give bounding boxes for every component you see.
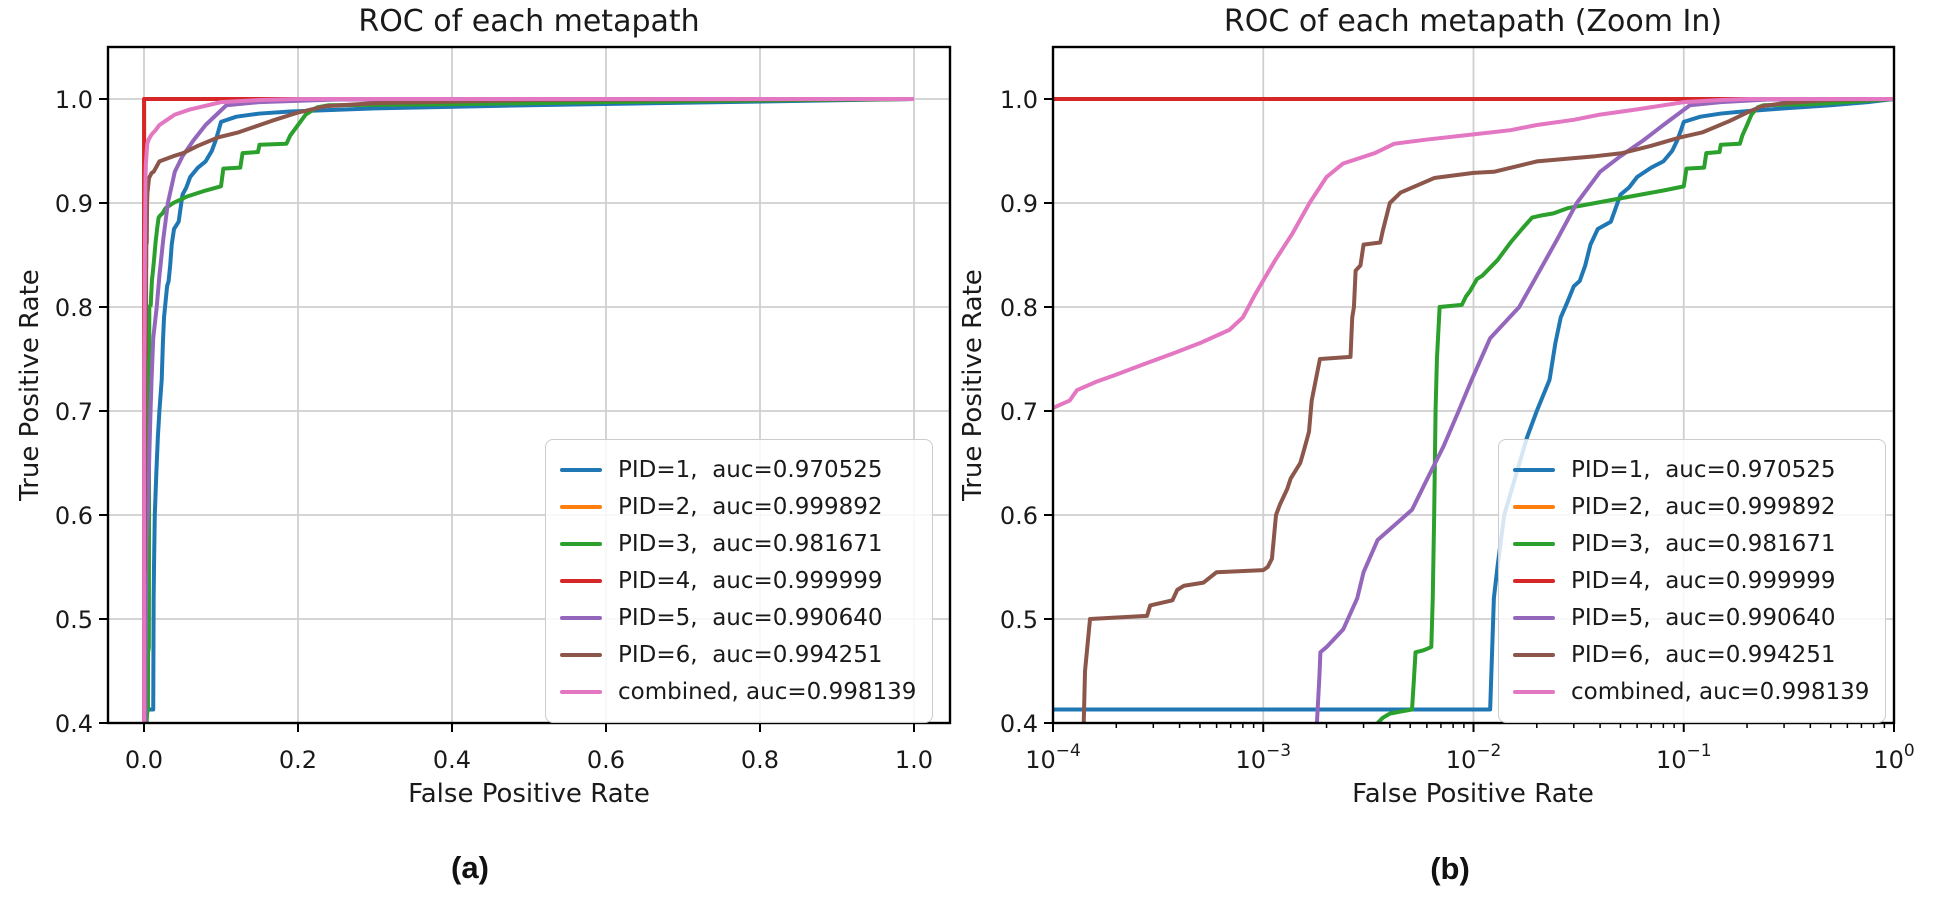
legend-entry: PID=2, auc=0.999892 (560, 489, 918, 526)
tick-marks-and-labels: 0.0 0.2 0.4 0.6 0.8 1.0 1.0 0.9 0.8 0.7 0.6 0.5 0.4 (55, 86, 933, 774)
legend-entry: PID=3, auc=0.981671 (560, 526, 918, 563)
axes-spines (106, 45, 952, 725)
y-axis-label-right: True Positive Rate (958, 269, 988, 501)
legend-entry: PID=5, auc=0.990640 (1513, 599, 1871, 636)
legend-entry: PID=5, auc=0.990640 (560, 599, 918, 636)
legend-line-sample (1513, 579, 1555, 583)
curve-PID=5 (1314, 97, 1894, 723)
curve-combined (142, 97, 914, 723)
y-tick-label: 0.8 (55, 294, 93, 322)
y-tick-label: 0.5 (55, 606, 93, 634)
legend-line-sample (560, 542, 602, 547)
legend-entry: PID=1, auc=0.970525 (560, 452, 918, 489)
legend-label: PID=1, auc=0.970525 (618, 457, 883, 484)
y-tick-label: 0.4 (1000, 710, 1038, 738)
legend-label: PID=5, auc=0.990640 (618, 604, 883, 631)
legend-label: PID=4, auc=0.999999 (1571, 568, 1836, 594)
legend-line-sample (1513, 689, 1555, 694)
legend-line-sample (1513, 468, 1555, 473)
legend-label: PID=3, auc=0.981671 (618, 531, 883, 558)
legend-label: PID=2, auc=0.999892 (1571, 494, 1836, 521)
y-tick-label: 0.6 (55, 502, 93, 530)
x-tick-label: 0.6 (587, 746, 625, 774)
legend-line-sample (560, 579, 602, 583)
legend-label: PID=6, auc=0.994251 (1571, 641, 1836, 668)
legend-entry: combined, auc=0.998139 (1513, 673, 1871, 710)
legend-line-sample (560, 505, 602, 510)
y-tick-label: 0.9 (1000, 190, 1038, 218)
legend-entry: PID=6, auc=0.994251 (560, 636, 918, 673)
legend-label: PID=3, auc=0.981671 (1571, 531, 1836, 558)
legend-label: PID=4, auc=0.999999 (618, 568, 883, 594)
legend-entry: PID=2, auc=0.999892 (1513, 489, 1871, 526)
caption-b: (b) (1430, 851, 1470, 886)
curves (1053, 97, 1894, 723)
legend-line-sample (560, 652, 602, 657)
x-tick-label: 10−2 (1446, 741, 1502, 774)
curve-combined (1053, 97, 1894, 410)
x-axis-label-right: False Positive Rate (1352, 779, 1594, 809)
legend-entry: PID=4, auc=0.999999 (560, 563, 918, 600)
y-tick-label: 0.8 (1000, 294, 1038, 322)
x-tick-label: 0.2 (279, 746, 317, 774)
y-tick-label: 0.5 (1000, 606, 1038, 634)
legend-line-sample (1513, 652, 1555, 657)
legend-label: PID=2, auc=0.999892 (618, 494, 883, 521)
curves (142, 97, 915, 723)
y-tick-label: 0.9 (55, 190, 93, 218)
legend-line-sample (1513, 615, 1555, 620)
x-tick-label: 10−3 (1235, 741, 1291, 774)
legend-line-sample (560, 689, 602, 694)
y-tick-label: 0.6 (1000, 502, 1038, 530)
legend-entry: combined, auc=0.998139 (560, 673, 918, 710)
legend-line-sample (1513, 505, 1555, 510)
chart-title-right: ROC of each metapath (Zoom In) (1223, 4, 1723, 39)
left-chart: 0.0 0.2 0.4 0.6 0.8 1.0 1.0 0.9 0.8 0.7 0.6 0.5 0.4 (55, 45, 952, 774)
legend-line-sample (560, 615, 602, 620)
x-tick-label: 100 (1873, 741, 1914, 774)
legend-label: PID=5, auc=0.990640 (1571, 604, 1836, 631)
legend-label: PID=1, auc=0.970525 (1571, 457, 1836, 484)
y-tick-label: 0.7 (1000, 398, 1038, 426)
y-axis-label-left: True Positive Rate (15, 269, 45, 501)
legend-entry: PID=1, auc=0.970525 (1513, 452, 1871, 489)
x-axis-label-left: False Positive Rate (408, 779, 650, 809)
caption-a: (a) (451, 850, 489, 885)
curve-PID=1 (142, 97, 915, 723)
y-tick-label: 0.4 (55, 710, 93, 738)
chart-title-left: ROC of each metapath (358, 4, 700, 39)
legend-entry: PID=6, auc=0.994251 (1513, 636, 1871, 673)
right-chart: 10−4 10−3 10−2 10−1 100 1.0 0.9 0.8 0.7 0.6 0.5 0.4 (1000, 45, 1915, 774)
curve-PID=3 (144, 97, 915, 723)
x-tick-label: 10−1 (1656, 741, 1712, 774)
legend-left: PID=1, auc=0.970525 PID=2, auc=0.999892 PI… (545, 439, 933, 723)
y-tick-label: 0.7 (55, 398, 93, 426)
legend-line-sample (1513, 542, 1555, 547)
legend-label: combined, auc=0.998139 (1571, 678, 1870, 705)
legend-entry: PID=3, auc=0.981671 (1513, 526, 1871, 563)
y-tick-label: 1.0 (1000, 86, 1038, 114)
x-tick-label: 0.4 (433, 746, 471, 774)
y-tick-label: 1.0 (55, 86, 93, 114)
legend-label: PID=6, auc=0.994251 (618, 641, 883, 668)
x-tick-label: 10−4 (1025, 741, 1081, 774)
legend-label: combined, auc=0.998139 (618, 678, 917, 705)
x-tick-label: 0.0 (125, 746, 163, 774)
legend-line-sample (560, 468, 602, 473)
legend-entry: PID=4, auc=0.999999 (1513, 563, 1871, 600)
x-tick-label: 0.8 (741, 746, 779, 774)
curve-PID=6 (1081, 97, 1894, 723)
legend-right: PID=1, auc=0.970525 PID=2, auc=0.999892 PI… (1498, 439, 1886, 723)
curve-PID=3 (1376, 97, 1894, 723)
x-tick-label: 1.0 (895, 746, 933, 774)
tick-marks-and-labels: 10−4 10−3 10−2 10−1 100 1.0 0.9 0.8 0.7 0.6 0.5 0.4 (1000, 86, 1915, 774)
